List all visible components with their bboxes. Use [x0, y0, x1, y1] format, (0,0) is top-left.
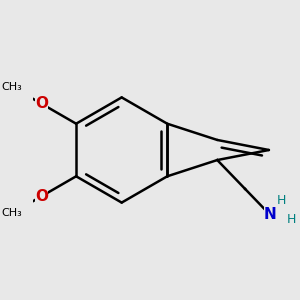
Text: O: O — [35, 189, 48, 204]
Text: CH₃: CH₃ — [2, 208, 22, 218]
Text: H: H — [277, 194, 286, 207]
Text: N: N — [264, 208, 277, 223]
Text: CH₃: CH₃ — [2, 82, 22, 92]
Text: H: H — [286, 213, 296, 226]
Text: O: O — [35, 96, 48, 111]
